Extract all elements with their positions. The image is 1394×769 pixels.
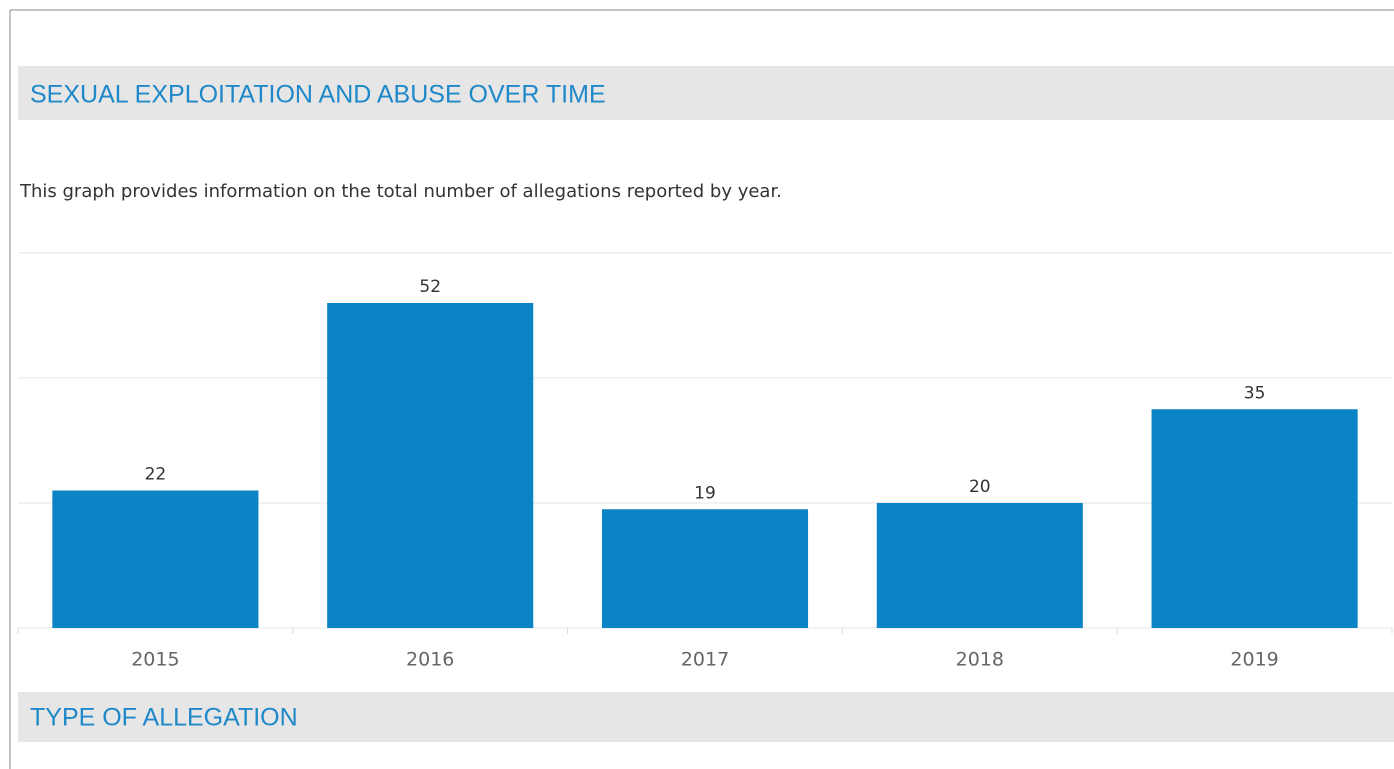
value-label: 52 — [419, 277, 441, 297]
x-tick-label: 2015 — [131, 649, 179, 671]
bar — [876, 503, 1083, 628]
bar — [327, 303, 534, 628]
x-tick-label: 2017 — [681, 649, 729, 671]
section-bar — [18, 692, 1394, 742]
bar — [1151, 409, 1358, 628]
x-tick-label: 2016 — [406, 649, 454, 671]
header-title: SEXUAL EXPLOITATION AND ABUSE OVER TIME — [30, 81, 606, 109]
header-bar — [18, 66, 1394, 120]
value-label: 22 — [145, 465, 167, 485]
description: This graph provides information on the t… — [19, 181, 782, 202]
x-tick-label: 2018 — [956, 649, 1004, 671]
section-title: TYPE OF ALLEGATION — [30, 704, 298, 732]
bar — [601, 509, 809, 628]
value-label: 20 — [969, 477, 991, 497]
value-label: 19 — [694, 483, 716, 503]
bar — [52, 490, 259, 628]
x-tick-label: 2019 — [1230, 649, 1278, 671]
value-label: 35 — [1244, 383, 1266, 403]
chart: 2015 22 2016 52 2017 19 2018 20 2019 35 — [17, 252, 1393, 671]
